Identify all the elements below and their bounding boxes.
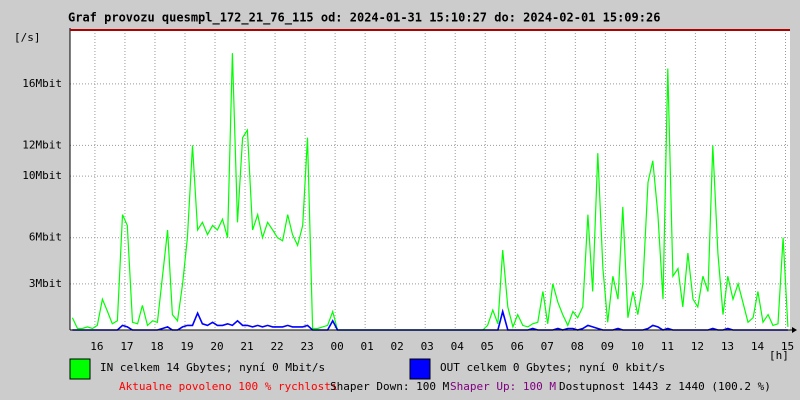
x-tick-label: 05: [481, 340, 494, 353]
x-axis-label: [h]: [769, 349, 789, 362]
y-tick-label: 10Mbit: [22, 169, 62, 182]
y-tick-label: 16Mbit: [22, 77, 62, 90]
x-tick-label: 06: [511, 340, 524, 353]
footer-note: Shaper Down: 100 M: [330, 380, 450, 393]
x-tick-label: 01: [361, 340, 374, 353]
footer-note: Shaper Up: 100 M: [450, 380, 556, 393]
x-tick-label: 16: [90, 340, 103, 353]
x-tick-label: 08: [571, 340, 584, 353]
y-tick-label: 3Mbit: [29, 277, 62, 290]
x-tick-label: 21: [240, 340, 253, 353]
legend-swatch: [69, 358, 91, 380]
x-tick-label: 12: [691, 340, 704, 353]
chart-title: Graf provozu quesmpl_172_21_76_115 od: 2…: [68, 11, 660, 26]
x-tick-label: 17: [120, 340, 133, 353]
plot-area: [70, 30, 790, 330]
y-axis-label: [/s]: [14, 31, 41, 44]
x-tick-label: 14: [751, 340, 765, 353]
x-tick-label: 11: [661, 340, 674, 353]
y-tick-label: 6Mbit: [29, 231, 62, 244]
legend-label: OUT celkem 0 Gbytes; nyní 0 kbit/s: [440, 361, 665, 374]
x-tick-label: 22: [270, 340, 283, 353]
footer-note: Dostupnost 1443 z 1440 (100.2 %): [559, 380, 771, 393]
x-tick-label: 04: [451, 340, 465, 353]
y-tick-label: 12Mbit: [22, 138, 62, 151]
legend-label: IN celkem 14 Gbytes; nyní 0 Mbit/s: [100, 361, 325, 374]
x-tick-label: 15: [781, 340, 794, 353]
x-tick-label: 19: [180, 340, 193, 353]
x-tick-label: 13: [721, 340, 734, 353]
x-tick-label: 07: [541, 340, 554, 353]
x-tick-label: 10: [631, 340, 644, 353]
legend-swatch: [409, 358, 431, 380]
x-tick-label: 23: [300, 340, 313, 353]
x-tick-label: 20: [210, 340, 223, 353]
x-tick-label: 00: [330, 340, 343, 353]
footer-note: Aktualne povoleno 100 % rychlosti: [119, 380, 338, 393]
x-tick-label: 03: [421, 340, 434, 353]
x-tick-label: 02: [391, 340, 404, 353]
x-tick-label: 18: [150, 340, 163, 353]
x-axis-arrow: [792, 327, 797, 333]
x-tick-label: 09: [601, 340, 614, 353]
